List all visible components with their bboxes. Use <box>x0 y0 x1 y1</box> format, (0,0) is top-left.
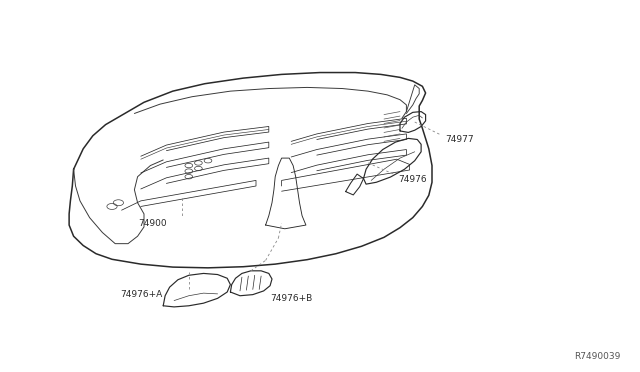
Text: 74900: 74900 <box>138 219 166 228</box>
Text: 74976: 74976 <box>398 175 427 184</box>
Text: R7490039: R7490039 <box>575 352 621 361</box>
Text: 74976+B: 74976+B <box>270 294 312 303</box>
Text: 74977: 74977 <box>445 135 474 144</box>
Text: 74976+A: 74976+A <box>120 290 163 299</box>
